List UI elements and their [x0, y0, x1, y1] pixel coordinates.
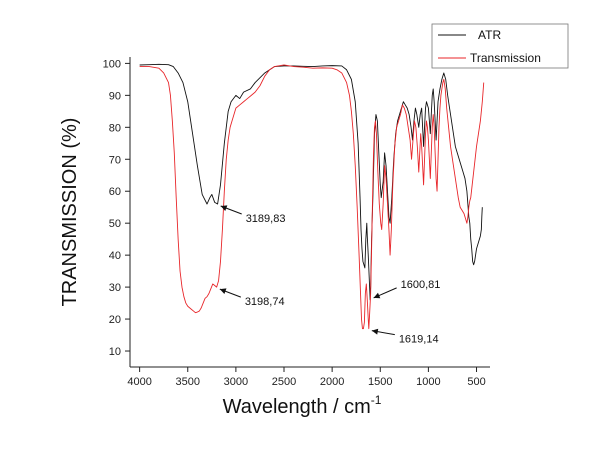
y-tick-label: 20 — [109, 314, 121, 326]
x-tick-label: 1500 — [368, 376, 392, 388]
x-axis-title-text: Wavelength / cm — [223, 396, 371, 418]
y-tick-label: 40 — [109, 250, 121, 262]
legend-label-atr: ATR — [478, 28, 501, 42]
y-axis-title: TRANSMISSION (%) — [59, 118, 81, 307]
y-tick-label: 60 — [109, 186, 121, 198]
annotation-label: 1600,81 — [401, 279, 441, 291]
y-tick-label: 90 — [109, 90, 121, 102]
legend-label-transmission: Transmission — [470, 51, 541, 65]
legend-box — [431, 23, 569, 69]
x-tick-label: 3500 — [176, 376, 200, 388]
series-layer — [139, 63, 485, 330]
annotation-label: 1619,14 — [399, 334, 439, 346]
annotation-arrowhead — [220, 205, 228, 211]
x-tick-label: 2500 — [272, 376, 296, 388]
legend: ATR Transmission — [431, 23, 569, 69]
x-tick-label: 500 — [467, 376, 485, 388]
annotation-arrowhead — [371, 328, 379, 335]
annotation-arrowhead — [219, 288, 227, 295]
y-tick-label: 70 — [109, 154, 121, 166]
annotation-label: 3198,74 — [245, 296, 285, 308]
y-tick-label: 30 — [109, 282, 121, 294]
x-tick-label: 4000 — [127, 376, 151, 388]
y-tick-label: 100 — [103, 58, 121, 70]
y-axis-ticks: 10 20 30 40 50 60 70 80 90 100 — [103, 58, 130, 358]
y-tick-label: 80 — [109, 122, 121, 134]
x-axis-title-sup: -1 — [371, 393, 382, 407]
y-tick-label: 10 — [109, 346, 121, 358]
x-tick-label: 1000 — [416, 376, 440, 388]
y-tick-label: 50 — [109, 218, 121, 230]
x-tick-label: 3000 — [224, 376, 248, 388]
x-axis-title: Wavelength / cm-1 — [223, 393, 382, 418]
x-tick-label: 2000 — [320, 376, 344, 388]
annotation-label: 3189,83 — [246, 213, 286, 225]
series-line-transmission — [139, 64, 485, 330]
annotation-layer: 3189,83 3198,74 1600,81 1619,14 — [219, 205, 441, 346]
annotation-arrowhead — [373, 292, 381, 299]
x-axis-ticks: 4000 3500 3000 2500 2000 1500 1000 500 — [127, 367, 486, 388]
series-line-atr — [139, 63, 483, 301]
